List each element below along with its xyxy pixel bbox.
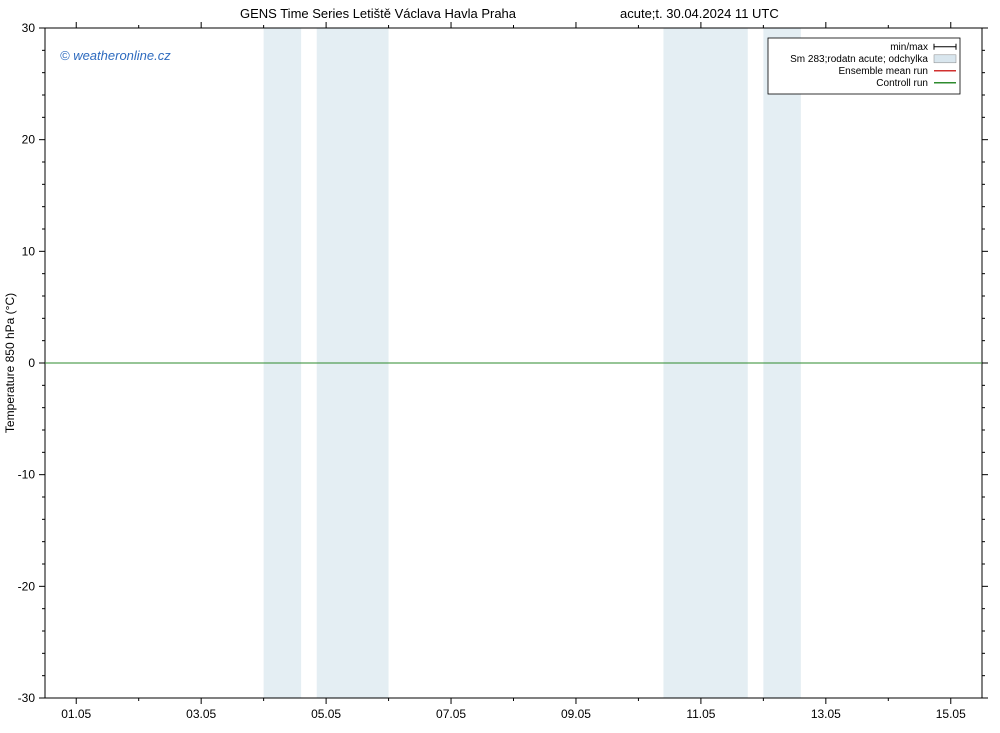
watermark: © weatheronline.cz	[60, 48, 171, 63]
x-tick-label: 03.05	[186, 707, 216, 721]
legend: min/maxSm 283;rodatn acute; odchylkaEnse…	[768, 38, 960, 94]
legend-label: Controll run	[876, 78, 928, 89]
y-tick-label: -20	[18, 579, 36, 593]
y-tick-label: 20	[22, 133, 36, 147]
x-tick-label: 07.05	[436, 707, 466, 721]
legend-label: min/max	[890, 42, 928, 53]
x-tick-label: 09.05	[561, 707, 591, 721]
y-tick-label: 0	[28, 356, 35, 370]
x-tick-label: 05.05	[311, 707, 341, 721]
y-tick-label: -30	[18, 691, 36, 705]
x-tick-label: 13.05	[811, 707, 841, 721]
y-tick-label: -10	[18, 468, 36, 482]
chart-title-right: acute;t. 30.04.2024 11 UTC	[620, 6, 779, 21]
x-tick-label: 11.05	[686, 707, 715, 721]
y-axis-label: Temperature 850 hPa (°C)	[3, 293, 17, 433]
x-tick-label: 01.05	[61, 707, 91, 721]
chart-title-left: GENS Time Series Letiště Václava Havla P…	[240, 6, 517, 21]
y-tick-label: 30	[22, 21, 36, 35]
legend-label: Ensemble mean run	[839, 66, 929, 77]
chart-svg: GENS Time Series Letiště Václava Havla P…	[0, 0, 1000, 733]
legend-label: Sm 283;rodatn acute; odchylka	[790, 54, 928, 65]
chart-container: GENS Time Series Letiště Václava Havla P…	[0, 0, 1000, 733]
x-tick-label: 15.05	[936, 707, 966, 721]
y-tick-label: 10	[22, 244, 36, 258]
